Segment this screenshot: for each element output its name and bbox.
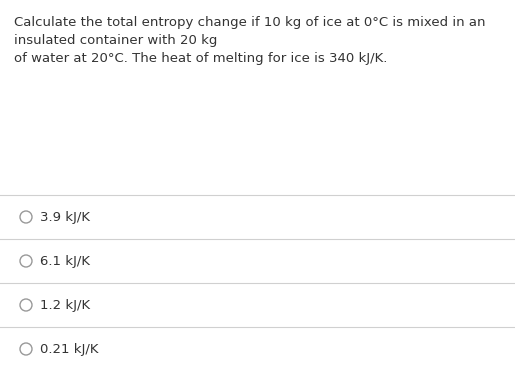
- Circle shape: [20, 299, 32, 311]
- Text: insulated container with 20 kg: insulated container with 20 kg: [14, 34, 217, 47]
- Text: of water at 20°C. The heat of melting for ice is 340 kJ/K.: of water at 20°C. The heat of melting fo…: [14, 52, 387, 65]
- Circle shape: [20, 255, 32, 267]
- Text: 1.2 kJ/K: 1.2 kJ/K: [40, 299, 90, 312]
- Text: 6.1 kJ/K: 6.1 kJ/K: [40, 255, 90, 267]
- Text: 0.21 kJ/K: 0.21 kJ/K: [40, 342, 98, 355]
- Circle shape: [20, 211, 32, 223]
- Text: Calculate the total entropy change if 10 kg of ice at 0°C is mixed in an: Calculate the total entropy change if 10…: [14, 16, 486, 29]
- Text: 3.9 kJ/K: 3.9 kJ/K: [40, 210, 90, 223]
- Circle shape: [20, 343, 32, 355]
